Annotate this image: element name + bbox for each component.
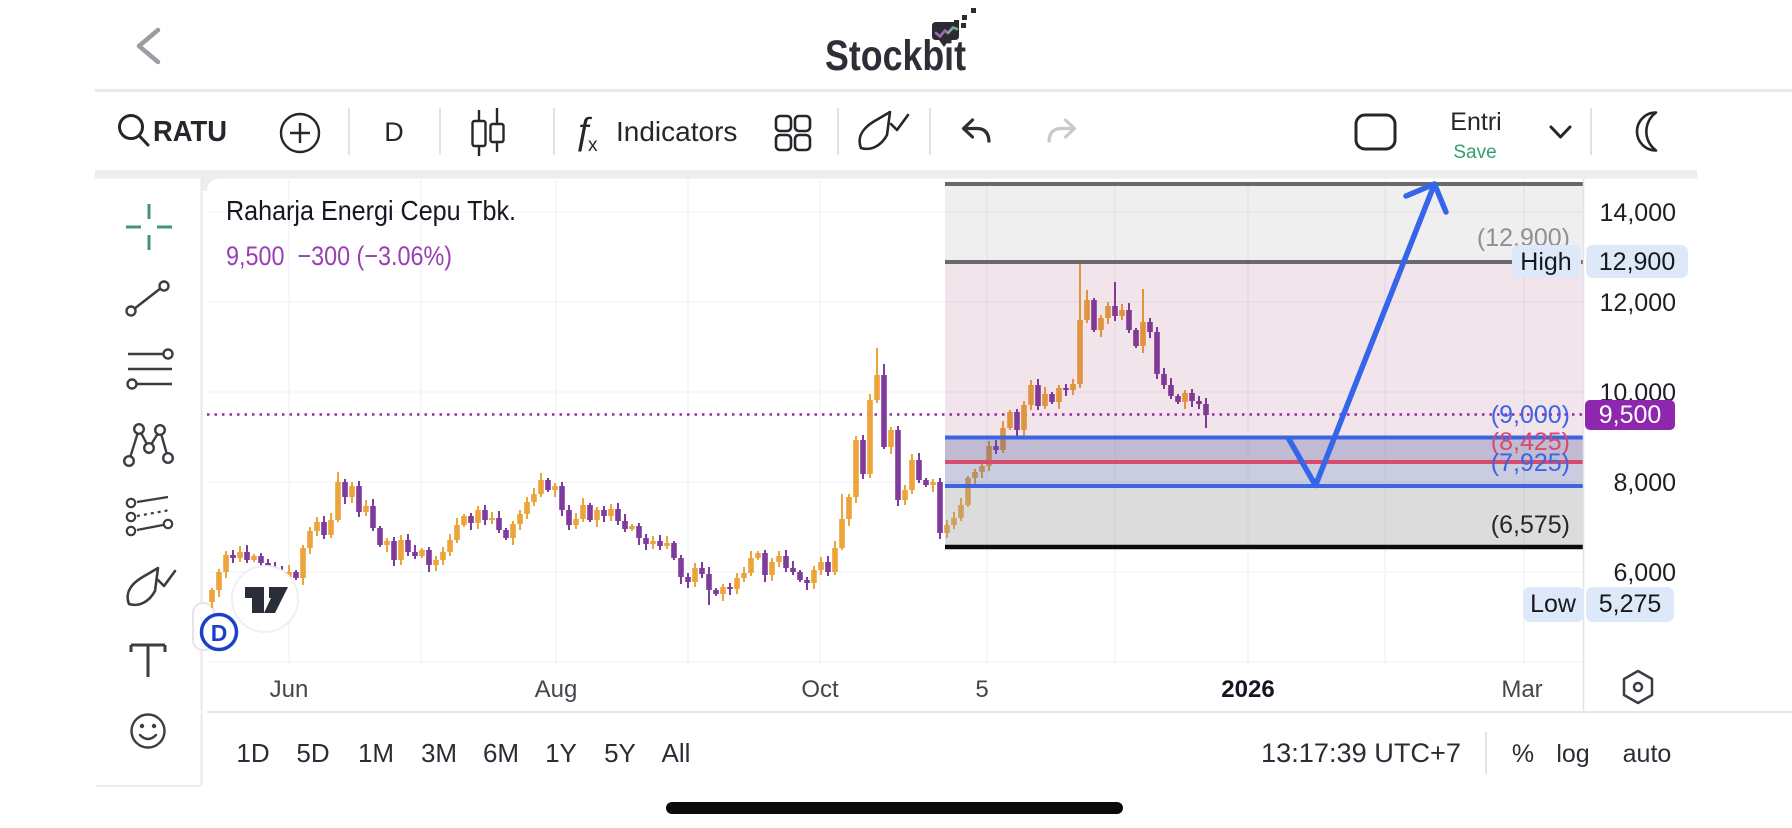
svg-text:Save: Save [1453, 142, 1496, 163]
svg-text:RATU: RATU [153, 116, 227, 148]
svg-text:1Y: 1Y [545, 738, 577, 768]
svg-text:auto: auto [1623, 740, 1672, 768]
svg-text:12,000: 12,000 [1600, 289, 1676, 317]
svg-text:Oct: Oct [801, 676, 839, 703]
svg-text:(6,575): (6,575) [1491, 511, 1570, 539]
svg-text:Mar: Mar [1501, 676, 1542, 703]
svg-text:8,000: 8,000 [1613, 469, 1676, 497]
svg-text:D: D [384, 117, 404, 147]
svg-text:9,500 −300 (−3.06%): 9,500 −300 (−3.06%) [226, 241, 452, 271]
svg-text:6M: 6M [483, 738, 519, 768]
svg-text:High: High [1520, 248, 1571, 276]
svg-text:(7,925): (7,925) [1491, 449, 1570, 477]
svg-text:5Y: 5Y [604, 738, 636, 768]
svg-text:(9,000): (9,000) [1491, 401, 1570, 429]
svg-text:D: D [211, 620, 228, 646]
svg-text:%: % [1512, 740, 1534, 768]
svg-text:13:17:39 UTC+7: 13:17:39 UTC+7 [1261, 738, 1461, 768]
svg-text:6,000: 6,000 [1613, 559, 1676, 587]
svg-text:(8,425): (8,425) [1491, 428, 1570, 456]
svg-text:1D: 1D [236, 738, 269, 768]
svg-text:14,000: 14,000 [1600, 199, 1676, 227]
svg-text:3M: 3M [421, 738, 457, 768]
svg-text:9,500: 9,500 [1599, 401, 1662, 429]
svg-text:5,275: 5,275 [1599, 590, 1662, 618]
svg-text:12,900: 12,900 [1599, 248, 1675, 276]
svg-text:x: x [588, 135, 598, 156]
svg-text:2026: 2026 [1221, 676, 1274, 703]
svg-text:Jun: Jun [270, 676, 309, 703]
svg-text:Low: Low [1530, 590, 1577, 618]
svg-text:Indicators: Indicators [616, 116, 737, 147]
svg-text:Entri: Entri [1450, 108, 1501, 136]
svg-text:Raharja Energi Cepu Tbk.: Raharja Energi Cepu Tbk. [226, 195, 516, 226]
svg-text:Aug: Aug [535, 676, 578, 703]
svg-text:ƒ: ƒ [573, 110, 594, 152]
svg-text:All: All [662, 738, 691, 768]
svg-text:5D: 5D [296, 738, 329, 768]
svg-text:1M: 1M [358, 738, 394, 768]
svg-text:5: 5 [975, 676, 988, 703]
svg-text:log: log [1556, 740, 1589, 768]
